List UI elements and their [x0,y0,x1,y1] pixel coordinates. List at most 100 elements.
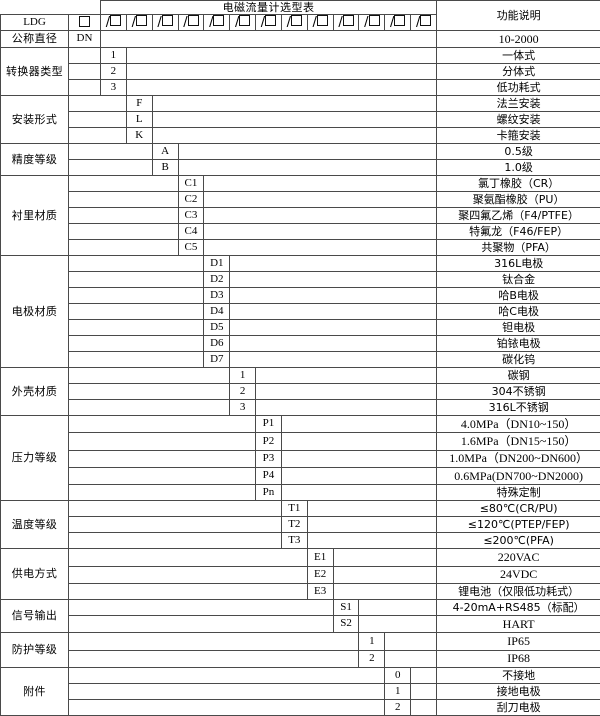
model-box-11[interactable]: / [358,14,386,31]
model-box-5[interactable]: / [203,14,231,31]
code-cell[interactable]: C5 [177,238,205,256]
code-cell[interactable]: 3 [229,398,257,416]
table-row: 安装形式 F 法兰安装 [0,94,600,144]
code-cell[interactable]: 2 [100,62,127,80]
desc-cell: 法兰安装 [436,94,600,112]
row-right-filler [125,46,438,64]
row-right-filler [384,632,438,651]
table-row: 精度等级 A 0.5级 [0,142,600,176]
desc-cell: 卡箍安装 [436,126,600,144]
slash-glyph-icon: / [338,15,343,30]
code-cell[interactable]: 2 [384,698,412,716]
table-row: C5 共聚物（PFA） [1,238,600,256]
desc-cell: 0.6MPa(DN700~DN2000) [436,466,600,486]
code-cell[interactable]: 1 [358,632,386,651]
code-cell[interactable]: L [125,110,153,128]
row-left-filler [67,449,257,468]
table-row: T2 ≤120℃(PTEP/FEP) [1,516,600,534]
row-right-filler [229,318,438,336]
table-row: 2 IP68 [1,649,600,668]
code-cell[interactable]: D1 [203,254,231,272]
code-cell[interactable]: D5 [203,318,231,336]
code-cell[interactable]: P1 [255,414,282,434]
desc-cell: 分体式 [436,62,600,80]
group-label-2: 安装形式 [0,94,69,144]
code-cell[interactable]: B [151,158,179,176]
row-right-filler [358,598,438,616]
desc-cell: 0.5级 [436,142,600,160]
desc-cell: 1.6MPa（DN15~150） [436,432,600,451]
desc-cell: 220VAC [436,548,600,567]
code-cell[interactable]: E1 [306,548,334,567]
slash-glyph-icon: / [157,15,162,30]
row-right-filler [410,682,438,700]
code-cell[interactable]: D2 [203,270,231,288]
code-cell[interactable]: D6 [203,334,231,352]
code-cell[interactable]: 1 [100,46,127,64]
code-cell[interactable]: C4 [177,222,205,240]
code-cell[interactable]: 2 [358,649,386,668]
model-box-0[interactable] [68,14,101,31]
code-cell[interactable]: D4 [203,302,231,320]
model-box-9[interactable]: / [306,14,334,31]
code-cell[interactable]: K [125,126,153,144]
table-row: 2 304不锈钢 [1,382,600,400]
code-cell[interactable]: T2 [280,516,308,534]
model-box-3[interactable]: / [151,14,179,31]
code-cell[interactable]: S2 [332,614,360,634]
box-glyph-icon [368,15,380,26]
code-cell[interactable]: E3 [306,582,334,600]
table-row: D6 铂铱电极 [1,334,600,352]
table-row: K 卡箍安装 [1,126,600,144]
row-right-filler [410,698,438,716]
model-code-row: LDG / / / / / / / / / / / / / [0,14,600,31]
code-cell[interactable]: P2 [255,432,282,451]
model-box-4[interactable]: / [177,14,205,31]
row-left-filler [68,516,282,534]
model-box-12[interactable]: / [384,14,412,31]
table-row: B 1.0级 [1,158,600,176]
slash-glyph-icon: / [364,15,369,30]
table-row: 转换器类型 1 一体式 [0,46,600,96]
row-right-filler [280,414,438,434]
code-cell[interactable]: C2 [177,190,205,208]
code-cell[interactable]: C1 [177,174,205,192]
code-cell[interactable]: P3 [255,449,282,468]
code-cell[interactable]: 0 [384,666,412,684]
code-cell[interactable]: 1 [229,366,257,384]
code-cell[interactable]: T1 [280,500,308,518]
code-cell[interactable]: D7 [203,350,231,368]
row-left-filler [68,142,153,160]
code-cell[interactable]: C3 [177,206,205,224]
group-label-5: 电极材质 [0,254,69,368]
table-row: 3 低功耗式 [1,78,600,96]
row-right-filler [332,565,438,584]
code-cell[interactable]: F [125,94,153,112]
code-cell[interactable]: A [151,142,179,160]
desc-cell: IP68 [436,649,600,668]
model-box-6[interactable]: / [229,14,257,31]
code-cell[interactable]: Pn [255,484,282,502]
model-box-8[interactable]: / [280,14,308,31]
code-cell[interactable]: D3 [203,286,231,304]
model-box-10[interactable]: / [332,14,360,31]
table-row: C2 聚氨酯橡胶（PU） [1,190,600,208]
code-cell[interactable]: 3 [100,78,127,96]
code-cell[interactable]: 2 [229,382,257,400]
desc-cell: 316L不锈钢 [436,398,600,416]
code-cell[interactable]: S1 [332,598,360,616]
model-box-13[interactable]: / [410,14,438,31]
group-label-9: 供电方式 [0,548,69,600]
model-box-2[interactable]: / [125,14,153,31]
model-box-1[interactable]: / [100,14,127,31]
code-cell[interactable]: 1 [384,682,412,700]
row-right-filler [151,110,438,128]
row-right-filler [358,614,438,634]
code-cell[interactable]: E2 [306,565,334,584]
model-box-7[interactable]: / [255,14,282,31]
desc-column-header: 功能说明 [436,0,600,31]
code-cell[interactable]: P4 [255,466,282,486]
row-right-filler [177,142,438,160]
code-cell[interactable]: T3 [280,532,308,550]
row-right-filler [306,500,438,518]
